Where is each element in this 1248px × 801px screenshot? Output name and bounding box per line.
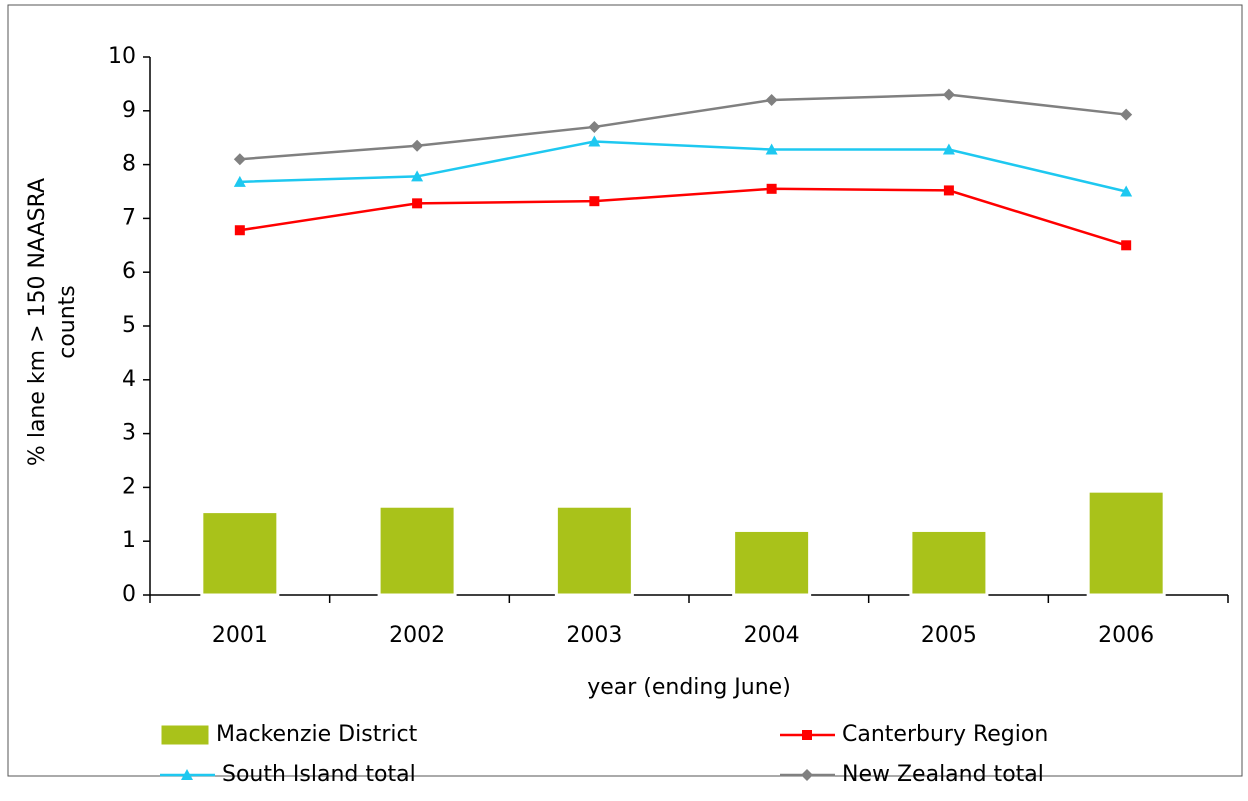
y-axis-title: % lane km > 150 NAASRA counts <box>25 178 80 466</box>
marker <box>588 120 601 133</box>
marker <box>411 170 424 182</box>
legend-label: South Island total <box>222 762 416 787</box>
marker <box>1121 240 1132 251</box>
line <box>239 187 1127 247</box>
y-tick-label: 8 <box>122 152 136 177</box>
y-tick-label: 6 <box>122 259 136 284</box>
marker <box>1120 185 1133 197</box>
legend-marker <box>801 769 813 781</box>
marker <box>1120 108 1133 121</box>
marker <box>412 198 423 209</box>
y-tick-label: 4 <box>122 367 136 392</box>
bar <box>909 528 989 597</box>
bar <box>732 528 812 597</box>
legend-marker <box>802 730 812 740</box>
y-tick-label: 3 <box>122 421 136 446</box>
bar <box>554 504 634 597</box>
x-tick-label: 2001 <box>212 623 268 648</box>
marker <box>766 183 777 194</box>
marker <box>943 185 954 196</box>
y-tick-label: 7 <box>122 205 136 230</box>
legend-label: Canterbury Region <box>842 722 1048 747</box>
x-tick-label: 2003 <box>566 623 622 648</box>
legend-marker <box>181 769 193 780</box>
marker <box>233 153 246 166</box>
bar <box>377 504 457 597</box>
bar <box>200 510 280 597</box>
legend-swatch <box>158 722 212 748</box>
marker <box>233 175 246 187</box>
line <box>239 93 1127 161</box>
bar <box>1086 489 1166 597</box>
y-tick-label: 5 <box>122 313 136 338</box>
x-axis-title: year (ending June) <box>587 675 791 700</box>
y-tick-label: 10 <box>108 44 136 69</box>
marker <box>588 135 601 147</box>
x-tick-label: 2006 <box>1098 623 1154 648</box>
x-tick-label: 2002 <box>389 623 445 648</box>
y-tick-label: 2 <box>122 474 136 499</box>
marker <box>942 88 955 101</box>
marker <box>411 139 424 152</box>
x-tick-label: 2005 <box>921 623 977 648</box>
legend-label: Mackenzie District <box>216 722 418 747</box>
marker <box>234 225 245 236</box>
line <box>239 140 1127 193</box>
marker <box>765 94 778 107</box>
y-tick-label: 9 <box>122 98 136 123</box>
x-tick-label: 2004 <box>744 623 800 648</box>
marker <box>589 196 600 207</box>
marker <box>765 143 778 155</box>
chart-frame <box>7 4 1243 777</box>
legend-label: New Zealand total <box>842 762 1044 787</box>
y-tick-label: 0 <box>122 582 136 607</box>
y-tick-label: 1 <box>122 528 136 553</box>
marker <box>942 143 955 155</box>
